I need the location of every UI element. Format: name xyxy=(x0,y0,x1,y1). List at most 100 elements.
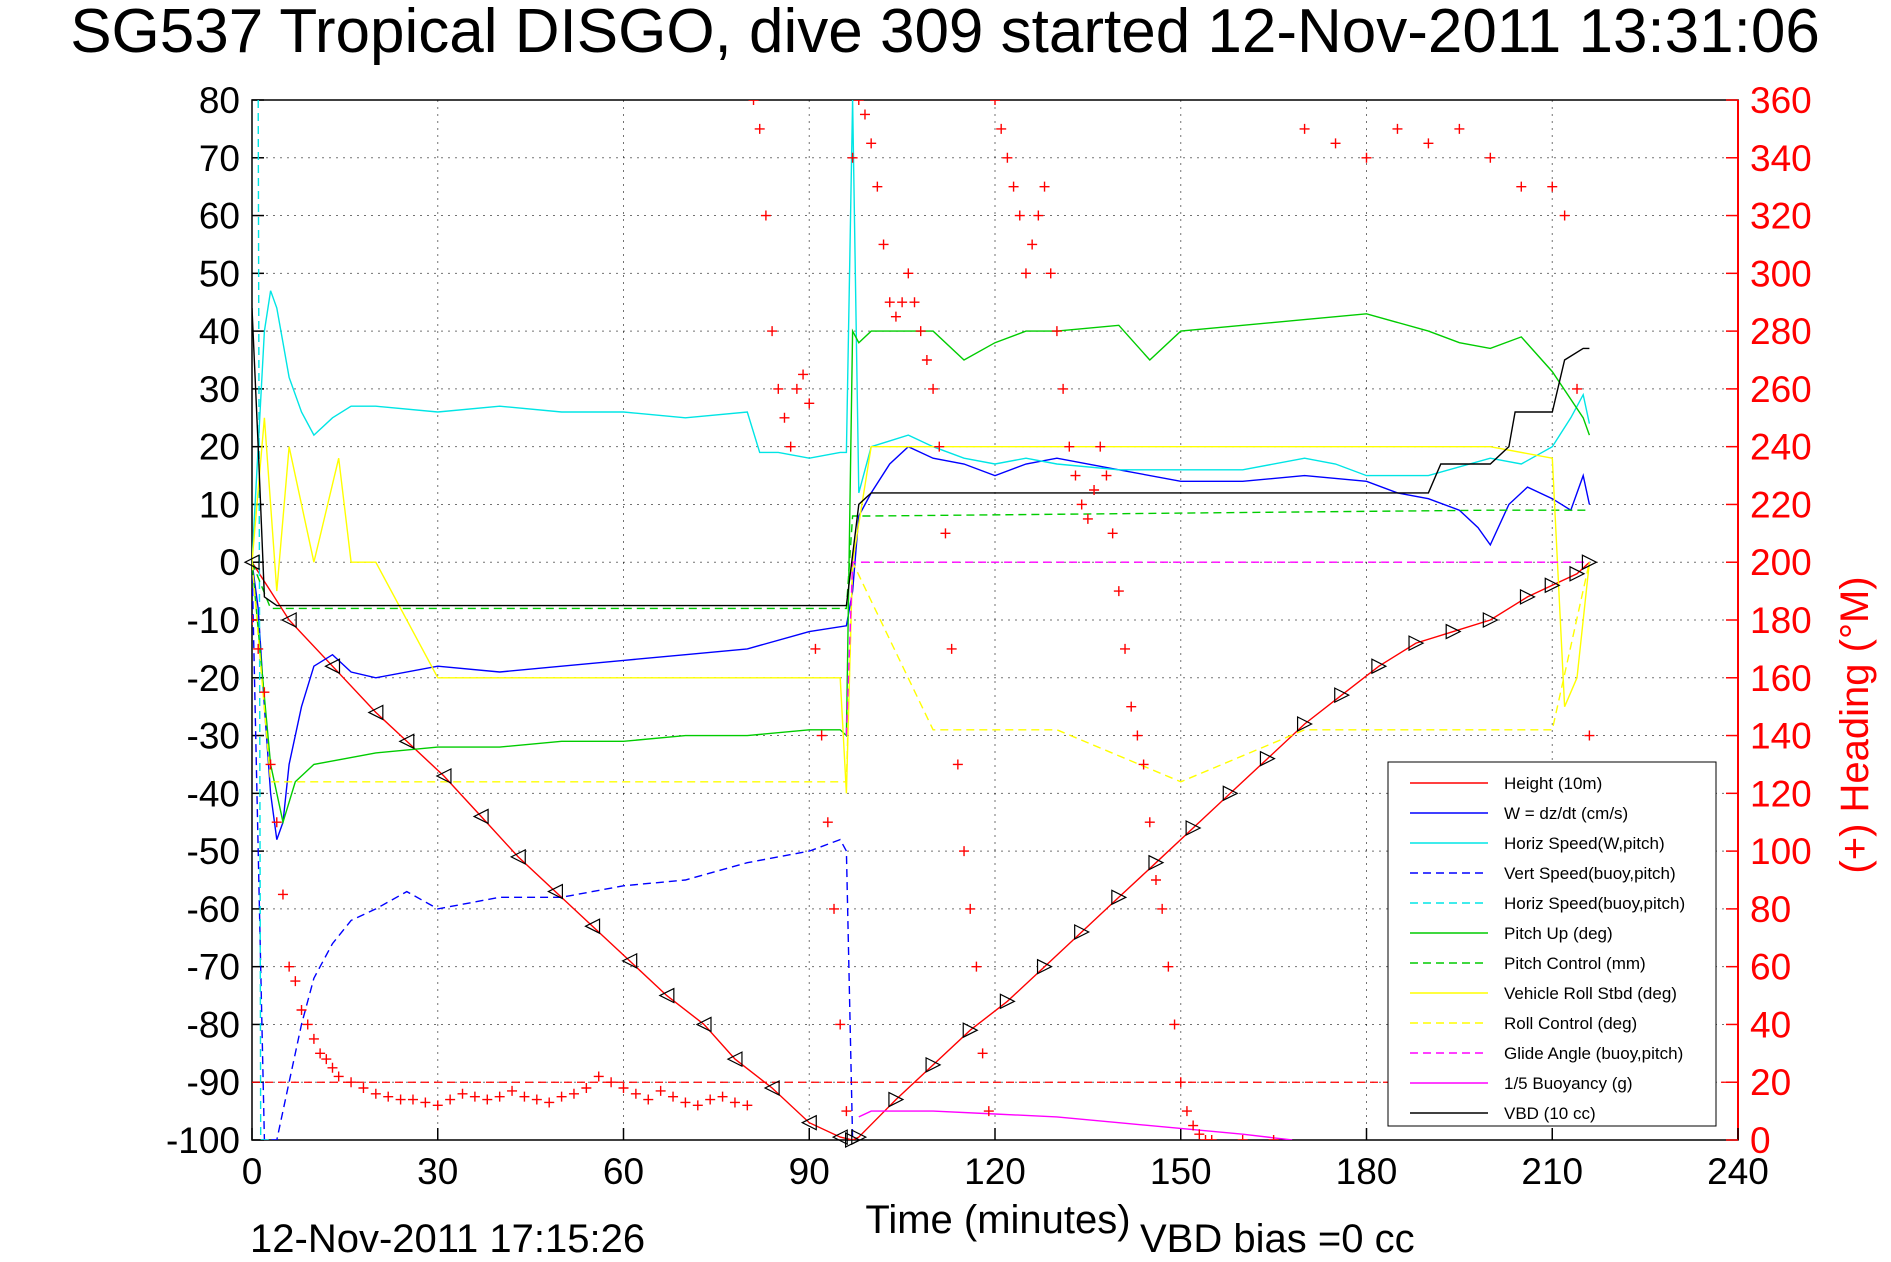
legend-items: Height (10m) W = dz/dt (cm/s) Horiz Speed(… xyxy=(1410,774,1685,1123)
heading-marker xyxy=(841,1106,852,1117)
heading-marker xyxy=(1163,961,1174,972)
heading-marker xyxy=(804,398,815,409)
series-line-3 xyxy=(252,562,854,1140)
y-right-tick-label: 0 xyxy=(1750,1120,1771,1161)
heading-marker xyxy=(853,100,864,105)
series-line-11 xyxy=(252,307,1590,607)
heading-marker xyxy=(383,1091,394,1102)
legend-label: Roll Control (deg) xyxy=(1504,1014,1637,1033)
x-tick-label: 180 xyxy=(1336,1151,1398,1192)
height-marker xyxy=(435,768,452,784)
heading-marker xyxy=(315,1048,326,1059)
heading-marker xyxy=(717,1091,728,1102)
heading-marker xyxy=(952,759,963,770)
series-line-8 xyxy=(252,561,1591,783)
height-marker xyxy=(925,1056,942,1073)
legend-label: Horiz Speed(W,pitch) xyxy=(1504,834,1665,853)
height-marker xyxy=(1569,565,1586,582)
y-right-tick-label: 340 xyxy=(1750,138,1812,179)
series-line-4 xyxy=(257,100,271,1140)
series-line-0 xyxy=(252,561,1590,1140)
heading-marker xyxy=(816,730,827,741)
heading-marker xyxy=(643,1094,654,1105)
heading-marker xyxy=(990,100,1000,105)
heading-marker xyxy=(915,326,926,337)
heading-marker xyxy=(333,1071,344,1082)
heading-marker xyxy=(1014,210,1025,221)
heading-marker xyxy=(507,1085,518,1096)
height-marker xyxy=(763,1080,780,1096)
heading-marker xyxy=(779,412,790,423)
heading-marker xyxy=(346,1077,357,1088)
heading-marker xyxy=(1181,1106,1192,1117)
heading-marker xyxy=(1392,123,1403,134)
height-marker xyxy=(1334,687,1351,704)
heading-marker xyxy=(1064,441,1075,452)
heading-marker xyxy=(1584,730,1595,741)
legend-label: VBD (10 cc) xyxy=(1504,1104,1596,1123)
heading-marker xyxy=(1070,470,1081,481)
heading-marker xyxy=(618,1083,629,1093)
y-right-tick-label: 200 xyxy=(1750,542,1812,583)
heading-marker xyxy=(1559,210,1570,221)
heading-marker xyxy=(1516,181,1527,192)
heading-marker xyxy=(327,1062,338,1073)
heading-marker xyxy=(791,383,802,394)
heading-marker xyxy=(482,1094,493,1105)
heading-marker xyxy=(1020,268,1031,279)
heading-marker xyxy=(1194,1129,1205,1140)
heading-marker xyxy=(259,687,270,698)
legend-label: Pitch Up (deg) xyxy=(1504,924,1613,943)
heading-marker xyxy=(1330,138,1341,149)
y-tick-label: 10 xyxy=(199,484,240,525)
heading-marker xyxy=(729,1097,740,1108)
x-tick-label: 210 xyxy=(1521,1151,1583,1192)
height-marker xyxy=(324,658,341,675)
heading-marker xyxy=(1268,1135,1279,1140)
y-right-tick-label: 220 xyxy=(1750,484,1812,525)
heading-marker xyxy=(253,643,264,654)
heading-marker xyxy=(1206,1135,1217,1140)
heading-marker xyxy=(859,109,870,120)
heading-marker xyxy=(271,817,282,828)
height-marker xyxy=(509,848,526,865)
legend-label: Pitch Control (mm) xyxy=(1504,954,1646,973)
legend-label: Glide Angle (buoy,pitch) xyxy=(1504,1044,1683,1063)
series-line-2 xyxy=(252,100,1591,563)
heading-marker xyxy=(469,1091,480,1102)
x-tick-label: 150 xyxy=(1150,1151,1212,1192)
heading-marker xyxy=(798,369,809,380)
heading-marker xyxy=(290,976,301,987)
heading-marker xyxy=(568,1088,579,1099)
heading-marker xyxy=(544,1097,555,1108)
heading-marker xyxy=(705,1094,716,1105)
heading-marker xyxy=(1200,1135,1211,1140)
heading-marker xyxy=(767,326,778,337)
y-tick-label: -30 xyxy=(187,716,240,757)
heading-marker xyxy=(1150,875,1161,885)
x-tick-labels: 0 30 60 90 120 150 180 210 240 xyxy=(242,1151,1769,1192)
legend-label: W = dz/dt (cm/s) xyxy=(1504,804,1628,823)
footer-timestamp: 12-Nov-2011 17:15:26 xyxy=(250,1217,645,1261)
heading-marker xyxy=(457,1088,468,1099)
heading-marker xyxy=(302,1019,313,1030)
y-tick-label: 0 xyxy=(219,542,240,583)
height-marker xyxy=(1259,750,1276,767)
heading-marker xyxy=(593,1071,604,1082)
y-right-tick-labels: 3603403203002802602402202001801601401201… xyxy=(1750,80,1812,1161)
y-tick-label: 70 xyxy=(199,138,240,179)
x-tick-label: 0 xyxy=(242,1151,263,1192)
heading-marker xyxy=(296,1005,307,1015)
y-right-tick-label: 160 xyxy=(1750,658,1812,699)
heading-marker xyxy=(1361,152,1372,163)
chart-title: SG537 Tropical DISGO, dive 309 started 1… xyxy=(70,0,1820,66)
y-right-tick-label: 300 xyxy=(1750,253,1812,294)
heading-marker xyxy=(890,311,901,322)
heading-marker xyxy=(897,297,908,308)
height-marker xyxy=(547,883,563,900)
heading-marker xyxy=(872,181,883,192)
heading-marker xyxy=(934,441,945,452)
heading-marker xyxy=(668,1091,679,1102)
height-marker xyxy=(280,612,297,628)
